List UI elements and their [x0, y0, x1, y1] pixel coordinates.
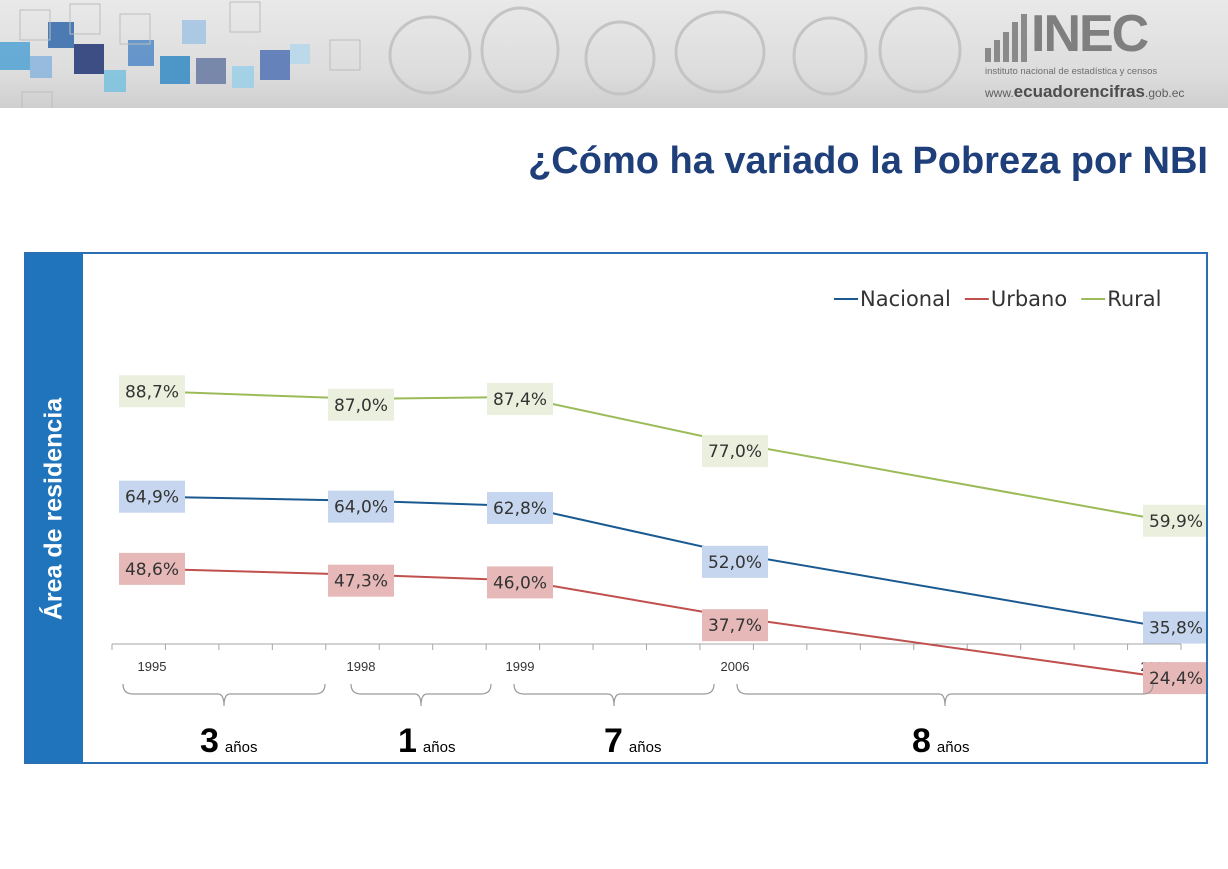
data-label-bg [487, 383, 553, 416]
data-label-bg [702, 609, 768, 642]
interval-brace [122, 683, 326, 707]
data-label: 46,0% [493, 573, 547, 593]
inec-logo: INEC instituto nacional de estadística y… [985, 4, 1190, 104]
legend-label-urbano: Urbano [991, 287, 1067, 311]
data-label: 64,9% [125, 488, 179, 508]
data-label: 52,0% [708, 553, 762, 573]
data-label: 37,7% [708, 616, 762, 636]
interval-label: 1 años [398, 722, 455, 760]
logo-brand: INEC [1031, 5, 1149, 63]
data-label: 35,8% [1149, 619, 1203, 639]
data-label: 87,0% [334, 396, 388, 416]
data-label: 77,0% [708, 442, 762, 462]
interval-label: 8 años [912, 722, 969, 760]
data-label-bg [487, 491, 553, 524]
page-title: ¿Cómo ha variado la Pobreza por NBI [528, 140, 1208, 182]
data-label-bg [487, 566, 553, 599]
data-label: 62,8% [493, 499, 547, 519]
data-label: 87,4% [493, 390, 547, 410]
data-label-bg [1143, 504, 1206, 537]
x-tick-label: 2006 [721, 659, 750, 674]
data-label: 47,3% [334, 572, 388, 592]
logo-institution: instituto nacional de estadística y cens… [985, 66, 1158, 77]
data-label-bg [702, 545, 768, 578]
data-label: 59,9% [1149, 512, 1203, 532]
decorative-cubes [0, 1, 962, 108]
interval-brace [513, 683, 715, 707]
data-label: 88,7% [125, 382, 179, 402]
header-banner: INEC instituto nacional de estadística y… [0, 0, 1228, 108]
interval-label: 7 años [604, 722, 661, 760]
data-label-bg [328, 388, 394, 421]
data-label-bg [328, 490, 394, 523]
data-label-bg [119, 375, 185, 408]
interval-label: 3 años [200, 722, 257, 760]
interval-brace [736, 683, 1154, 707]
data-label-bg [119, 480, 185, 513]
sidebar-panel: Área de residencia [26, 254, 83, 762]
data-label-bg [1143, 662, 1206, 695]
x-tick-label: 1999 [506, 659, 535, 674]
data-label-bg [119, 552, 185, 585]
series-line-urbano [151, 567, 1156, 678]
data-label-bg [1143, 611, 1206, 644]
series-line-nacional [151, 495, 1156, 627]
data-label-bg [328, 564, 394, 597]
line-chart: 1995199819992006201464,9%64,0%62,8%52,0%… [111, 287, 1206, 760]
legend-label-rural: Rural [1107, 287, 1161, 311]
logo-bars-icon [985, 14, 1027, 62]
logo-website: www.ecuadorencifras.gob.ec [985, 82, 1185, 101]
data-label-bg [702, 435, 768, 468]
interval-brace [350, 683, 492, 707]
x-tick-label: 1998 [347, 659, 376, 674]
data-label: 48,6% [125, 560, 179, 580]
legend-label-nacional: Nacional [860, 287, 951, 311]
x-tick-label: 1995 [138, 659, 167, 674]
data-label: 24,4% [1149, 669, 1203, 689]
chart-frame: Área de residencia 199519981999200620146… [24, 252, 1208, 764]
data-label: 64,0% [334, 498, 388, 518]
